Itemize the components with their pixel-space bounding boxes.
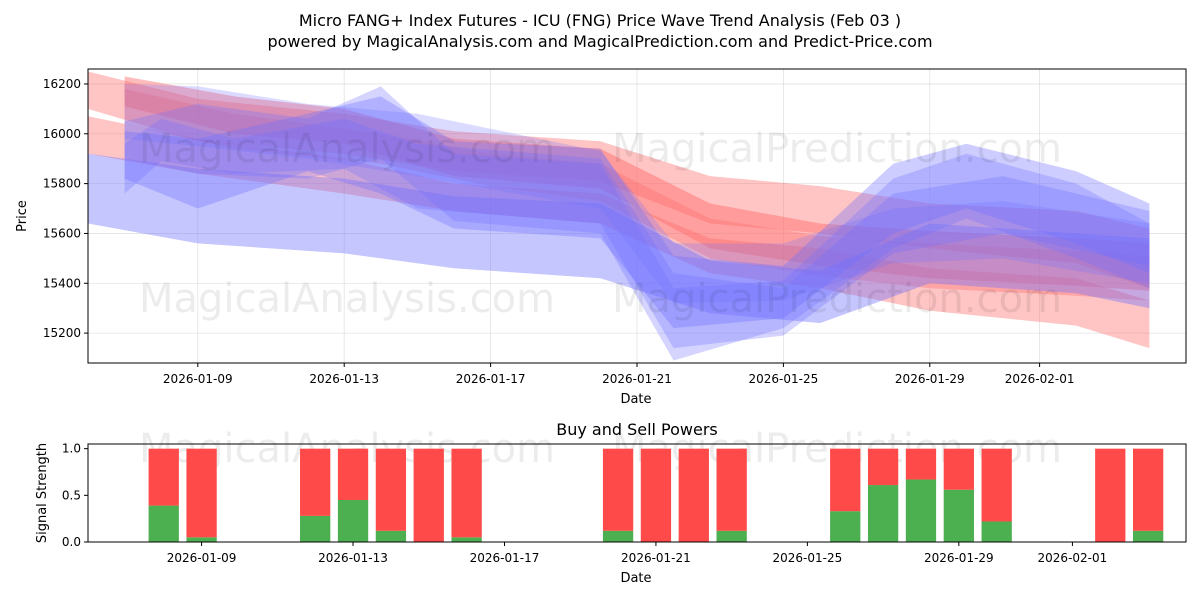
sell-power-bar <box>413 448 444 542</box>
price-x-tick-label: 2026-01-29 <box>895 372 965 386</box>
power-x-tick-label: 2026-01-09 <box>167 551 237 565</box>
sell-power-bar <box>1095 448 1126 542</box>
price-x-tick-label: 2026-01-25 <box>749 372 819 386</box>
power-x-tick-label: 2026-02-01 <box>1038 551 1108 565</box>
power-y-axis-label: Signal Strength <box>35 443 50 543</box>
up-wave-band <box>124 76 1150 291</box>
sell-power-bar <box>186 448 217 538</box>
sell-power-bar <box>451 448 482 538</box>
power-x-axis-label: Date <box>620 571 651 586</box>
power-y-tick-label: 0.5 <box>62 488 81 502</box>
sell-power-bar <box>337 448 369 500</box>
power-x-axis: 2026-01-09 2026-01-13 2026-01-17 2026-01-21… <box>167 542 1108 565</box>
power-y-tick-label: 1.0 <box>62 442 81 456</box>
chart-title: Micro FANG+ Index Futures - ICU (FNG) Pr… <box>299 11 901 30</box>
watermark-magical-analysis: MagicalAnalysis.com <box>139 126 555 172</box>
buy-power-bar <box>148 505 179 542</box>
buy-power-bar <box>981 521 1012 542</box>
up-wave-band <box>88 71 1150 289</box>
power-x-tick-label: 2026-01-21 <box>621 551 691 565</box>
price-y-tick-label: 15200 <box>43 326 81 340</box>
power-plot-frame <box>87 443 1187 543</box>
price-chart-grid <box>88 69 1186 363</box>
power-x-tick-label: 2026-01-13 <box>318 551 388 565</box>
watermark-magical-prediction: MagicalPrediction.com <box>612 126 1062 172</box>
down-wave-band <box>88 153 1150 324</box>
price-y-tick-label: 15400 <box>43 276 81 290</box>
buy-power-bar <box>375 530 407 542</box>
price-y-tick-label: 15600 <box>43 226 81 240</box>
power-x-tick-label: 2026-01-29 <box>924 551 994 565</box>
watermark-magical-prediction: MagicalPrediction.com <box>612 276 1062 322</box>
price-x-tick-label: 2026-02-01 <box>1005 372 1075 386</box>
price-y-axis-label: Price <box>15 200 30 232</box>
buy-power-bar <box>300 515 331 542</box>
sell-power-bar <box>867 448 899 486</box>
price-x-axis: 2026-01-09 2026-01-13 2026-01-17 2026-01-21… <box>163 363 1075 386</box>
down-wave-band <box>124 83 1150 304</box>
chart-subtitle: powered by MagicalAnalysis.com and Magic… <box>267 32 932 51</box>
sell-power-bar <box>148 448 179 506</box>
price-wave-bands <box>88 71 1150 361</box>
price-x-tick-label: 2026-01-13 <box>309 372 379 386</box>
power-x-tick-label: 2026-01-25 <box>773 551 843 565</box>
price-y-tick-label: 16000 <box>43 127 81 141</box>
price-x-tick-label: 2026-01-21 <box>602 372 672 386</box>
price-y-tick-label: 15800 <box>43 177 81 191</box>
sell-power-bar <box>1132 448 1164 531</box>
power-bars <box>148 448 1164 542</box>
price-x-tick-label: 2026-01-09 <box>163 372 233 386</box>
down-wave-band <box>124 118 1150 349</box>
buy-power-bar <box>830 511 861 542</box>
sell-power-bar <box>678 448 709 542</box>
down-wave-band <box>124 96 1150 329</box>
price-y-tick-label: 16200 <box>43 77 81 91</box>
power-y-axis: 0.0 0.5 1.0 <box>62 442 88 549</box>
buy-power-bar <box>867 485 899 542</box>
price-x-axis-label: Date <box>620 392 651 407</box>
sell-power-bar <box>640 448 672 542</box>
price-x-tick-label: 2026-01-17 <box>456 372 526 386</box>
sell-power-bar <box>905 448 937 480</box>
price-y-axis: 15200 15400 15600 15800 16000 16200 <box>43 77 88 340</box>
buy-power-bar <box>943 489 974 542</box>
power-x-tick-label: 2026-01-17 <box>470 551 540 565</box>
sell-power-bar <box>716 448 747 531</box>
power-chart-title: Buy and Sell Powers <box>556 420 718 439</box>
up-wave-band <box>88 116 1150 349</box>
price-chart-watermarks: MagicalAnalysis.com MagicalPrediction.co… <box>139 126 1062 322</box>
down-wave-band <box>124 86 1150 361</box>
buy-power-bar <box>337 500 369 542</box>
sell-power-bar <box>300 448 331 516</box>
sell-power-bar <box>830 448 861 512</box>
buy-power-bar <box>186 537 217 542</box>
sell-power-bar <box>375 448 407 531</box>
buy-power-bar <box>716 530 747 542</box>
watermark-magical-analysis: MagicalAnalysis.com <box>139 276 555 322</box>
buy-power-bar <box>905 479 937 542</box>
sell-power-bar <box>943 448 974 490</box>
sell-power-bar <box>981 448 1012 522</box>
buy-power-bar <box>602 530 634 542</box>
buy-power-bar <box>1132 530 1164 542</box>
buy-power-bar <box>451 537 482 542</box>
power-y-tick-label: 0.0 <box>62 535 81 549</box>
up-wave-band <box>124 88 1150 301</box>
sell-power-bar <box>602 448 634 531</box>
